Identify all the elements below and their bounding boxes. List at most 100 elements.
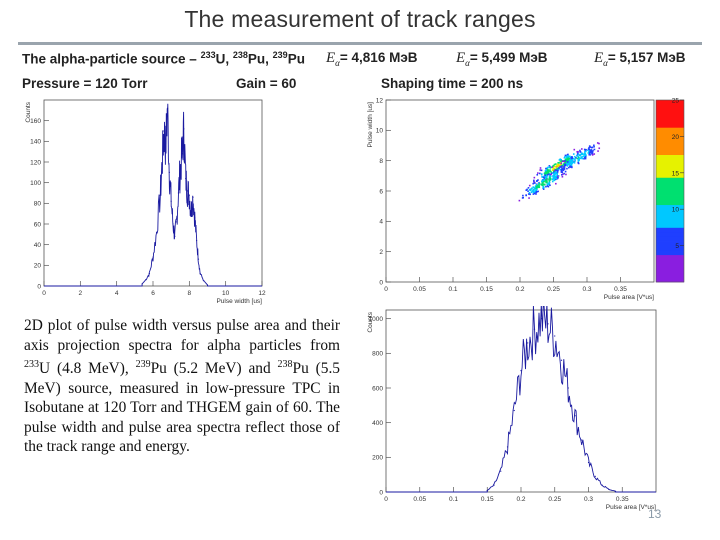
map-cell-0-63 xyxy=(565,155,568,157)
map-cell-0-207 xyxy=(567,159,569,162)
map-cell-2-130 xyxy=(571,161,574,164)
width-ytick-label-7: 140 xyxy=(30,139,41,146)
map-cell-2-153 xyxy=(592,149,594,152)
map-cell-2-105 xyxy=(591,152,594,154)
iso1-symbol: U, xyxy=(215,51,233,67)
map-cell-0-155 xyxy=(553,168,555,170)
map-cell-0-185 xyxy=(556,164,559,166)
width-point-4 xyxy=(156,231,158,233)
colorbar-band-33 xyxy=(656,127,684,133)
figure-description: 2D plot of pulse width versus pulse area… xyxy=(24,316,340,457)
energy1-value: = 4,816 МэВ xyxy=(339,50,418,65)
map-cell-2-103 xyxy=(563,168,566,170)
width-point-24 xyxy=(194,217,196,219)
width-point-13 xyxy=(174,235,176,237)
map-cell-2-66 xyxy=(588,153,591,155)
map-ytick-label-6: 12 xyxy=(376,97,384,104)
colorbar-band-28 xyxy=(656,150,684,155)
area-ytick-label-4: 800 xyxy=(372,351,383,358)
map-cell-1-152 xyxy=(554,172,556,175)
map-cell-2-17 xyxy=(566,167,568,170)
area-point-7 xyxy=(533,328,536,330)
source-line: The alpha-particle source – 233U, 238Pu,… xyxy=(22,50,305,67)
map-cell-2-124 xyxy=(564,164,567,167)
map-cell-0-184 xyxy=(545,173,548,175)
map-cell-2-25 xyxy=(566,162,568,164)
width-ytick-label-5: 100 xyxy=(30,180,41,187)
colorbar-band-9 xyxy=(656,236,684,242)
desc-text-1: 2D plot of pulse width versus pulse area… xyxy=(24,317,340,354)
colorbar-band-29 xyxy=(656,145,684,151)
map-cell-0-59 xyxy=(565,160,568,163)
map-ytick-label-0: 0 xyxy=(379,279,383,286)
map-cell-2-145 xyxy=(560,165,563,167)
map-cell-1-181 xyxy=(559,166,561,168)
map-cell-1-147 xyxy=(548,181,551,184)
map-cell-2-137 xyxy=(574,158,576,161)
map-cell-1-133 xyxy=(551,180,554,183)
map-cell-1-165 xyxy=(538,183,541,185)
width-point-7 xyxy=(163,130,165,132)
colorbar-band-19 xyxy=(656,191,684,196)
map-cell-2-139 xyxy=(584,152,586,155)
map-cell-0-71 xyxy=(579,149,581,152)
map-cell-1-186 xyxy=(529,188,532,191)
map-cell-0-126 xyxy=(553,163,556,166)
map-cell-2-5 xyxy=(579,154,582,157)
map-cell-2-79 xyxy=(596,142,599,144)
map-cell-2-132 xyxy=(569,161,571,163)
map-cell-1-145 xyxy=(518,199,521,202)
energy-pu238: Eα= 5,499 МэВ xyxy=(456,50,548,68)
map-cell-1-73 xyxy=(537,182,540,184)
map-cell-1-109 xyxy=(538,184,540,187)
map-cell-0-191 xyxy=(533,176,536,179)
map-cell-2-99 xyxy=(581,157,584,160)
map-xtick-label-0: 0 xyxy=(384,286,388,293)
colorbar-tick-label-3: 20 xyxy=(672,134,680,141)
map-cell-2-108 xyxy=(569,165,571,167)
iso3-mass: 239 xyxy=(272,50,288,60)
map-cell-2-61 xyxy=(566,165,569,167)
width-point-26 xyxy=(197,258,200,260)
map-cell-0-149 xyxy=(556,167,559,170)
map-cell-2-112 xyxy=(571,157,573,160)
desc-text-3: Pu (5.2 MeV) and xyxy=(150,360,278,378)
map-cell-0-38 xyxy=(539,169,542,171)
colorbar-tick-label-0: 5 xyxy=(675,243,679,250)
map-cell-1-28 xyxy=(534,185,537,188)
map-cell-1-71 xyxy=(545,178,548,180)
area-point-2 xyxy=(500,470,502,472)
map-cell-2-71 xyxy=(576,153,579,156)
map-cell-2-110 xyxy=(551,166,553,169)
colorbar-band-35 xyxy=(656,118,684,124)
map-cell-0-153 xyxy=(536,174,539,176)
map-cell-2-122 xyxy=(558,167,560,169)
map-cell-1-178 xyxy=(549,175,552,178)
map-cell-1-142 xyxy=(549,179,552,181)
iso3-symbol: Pu xyxy=(287,51,305,67)
colorbar-band-20 xyxy=(656,186,684,192)
area-xtick-label-2: 0.1 xyxy=(449,496,458,503)
map-ytick-label-4: 8 xyxy=(379,158,383,165)
width-point-1 xyxy=(145,279,147,281)
area-xtick-label-1: 0.05 xyxy=(413,496,426,503)
map-cell-1-125 xyxy=(536,188,538,190)
map-cell-0-187 xyxy=(558,166,560,169)
area-ytick-label-3: 600 xyxy=(372,385,383,392)
width-point-19 xyxy=(185,177,187,180)
map-cell-1-154 xyxy=(556,173,558,176)
colorbar-band-4 xyxy=(656,259,684,265)
area-ytick-label-2: 400 xyxy=(372,420,383,427)
map-cell-1-155 xyxy=(546,184,549,186)
map-cell-2-159 xyxy=(562,168,564,170)
colorbar-band-38 xyxy=(656,104,684,110)
map-cell-2-68 xyxy=(577,160,580,162)
map-cell-2-150 xyxy=(569,159,572,161)
colorbar-band-2 xyxy=(656,268,684,274)
colorbar-band-5 xyxy=(656,254,684,260)
map-cell-0-172 xyxy=(565,159,568,162)
area-xtick-label-4: 0.2 xyxy=(516,496,525,503)
width-point-12 xyxy=(172,223,174,225)
map-cell-1-179 xyxy=(546,174,549,176)
width-ytick-label-1: 20 xyxy=(34,263,42,270)
